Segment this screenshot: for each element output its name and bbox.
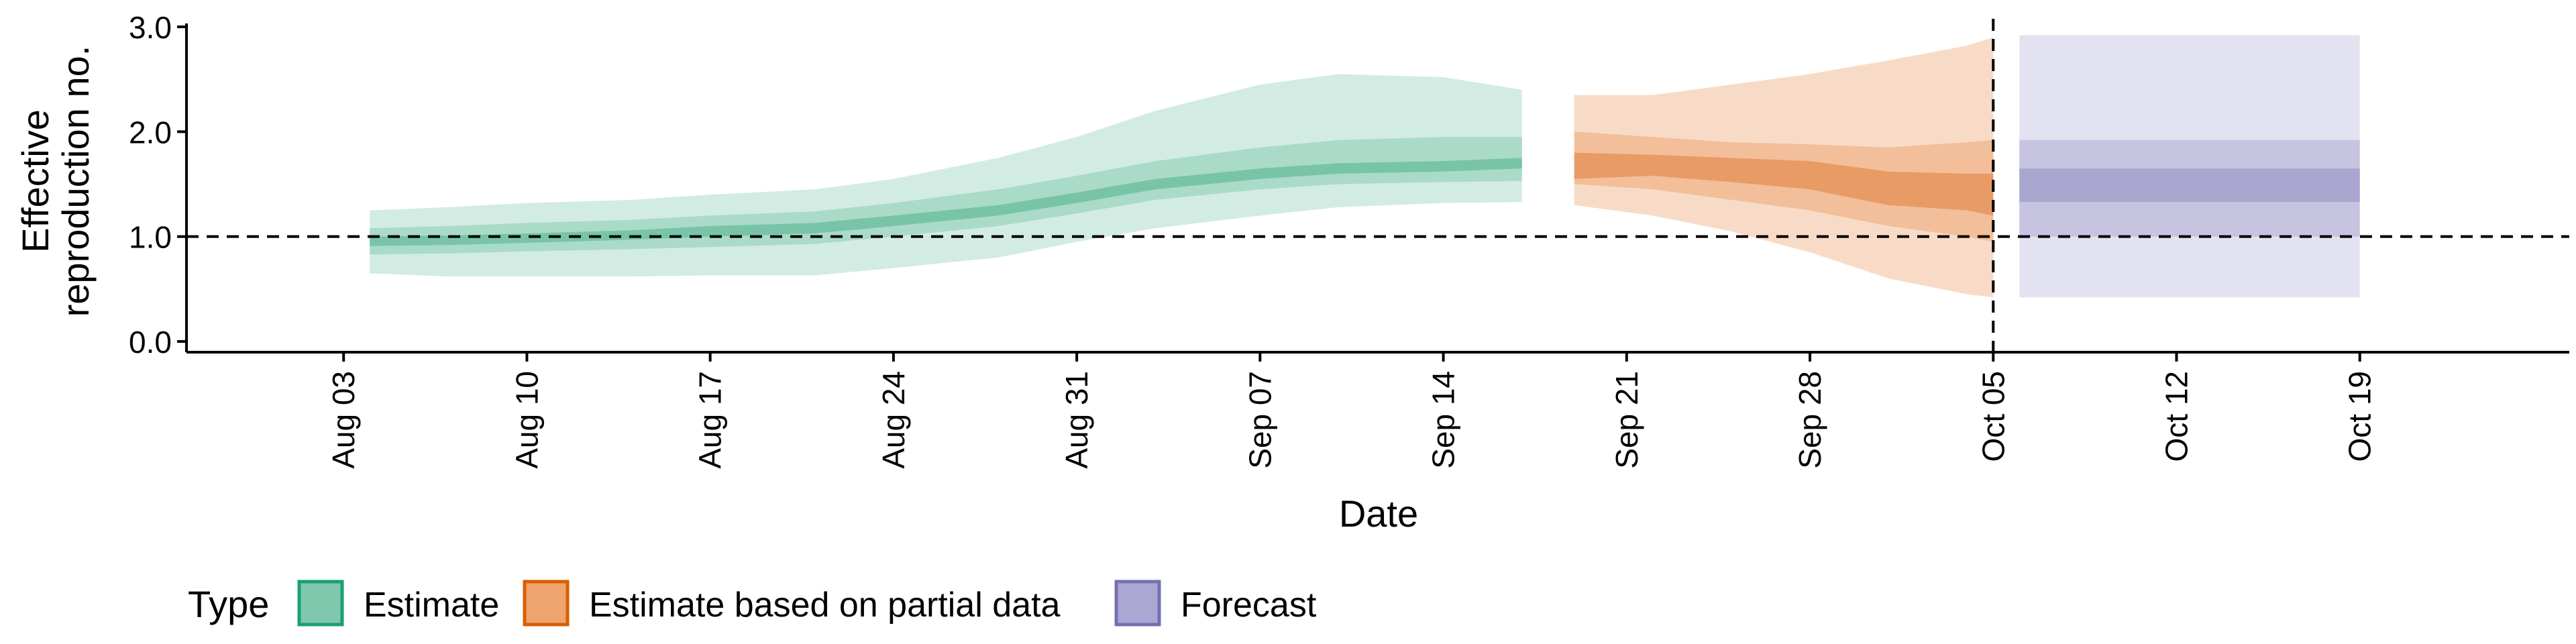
legend-key-forecast — [1114, 580, 1161, 627]
credible-interval-bands — [370, 35, 2360, 298]
x-tick-label: Oct 19 — [2343, 371, 2377, 462]
x-tick-label: Aug 10 — [509, 371, 544, 469]
x-tick-label: Sep 21 — [1609, 371, 1644, 469]
partial-data-inner-band — [1574, 152, 1994, 216]
legend-label: Estimate based on partial data — [589, 586, 1061, 625]
estimate-inner-band — [370, 158, 1522, 246]
x-tick-label: Aug 03 — [326, 371, 361, 469]
y-tick-label: 1.0 — [129, 220, 172, 255]
y-axis-title-line: Effective — [14, 109, 56, 253]
legend: Type Estimate Estimate based on partial da… — [188, 580, 1317, 627]
x-tick-label: Aug 24 — [876, 371, 911, 469]
x-tick-label: Aug 17 — [693, 371, 728, 469]
legend-key-partial-data — [523, 580, 570, 627]
axes: 0.0 1.0 2.0 3.0 Aug 03 Aug 10 Aug 17 Aug 24 Aug … — [129, 10, 2569, 469]
y-tick-label: 2.0 — [129, 115, 172, 150]
x-tick-label: Oct 05 — [1976, 371, 2010, 462]
x-tick-label: Sep 14 — [1426, 371, 1461, 469]
legend-title: Type — [188, 583, 269, 625]
legend-label: Estimate — [364, 586, 499, 625]
y-axis-title-line: reproduction no. — [54, 46, 97, 317]
estimate-middle-band — [370, 137, 1522, 255]
reference-lines — [186, 19, 2569, 352]
x-tick-label: Aug 31 — [1059, 371, 1094, 469]
x-tick-label: Sep 28 — [1792, 371, 1827, 469]
y-tick-label: 3.0 — [129, 10, 172, 45]
x-axis-title: Date — [1339, 492, 1418, 535]
x-tick-label: Sep 07 — [1242, 371, 1277, 469]
y-tick-label: 0.0 — [129, 325, 172, 360]
legend-label: Forecast — [1181, 586, 1317, 625]
forecast-inner-band — [2019, 168, 2360, 203]
legend-key-estimate — [297, 580, 344, 627]
x-tick-label: Oct 12 — [2159, 371, 2194, 462]
